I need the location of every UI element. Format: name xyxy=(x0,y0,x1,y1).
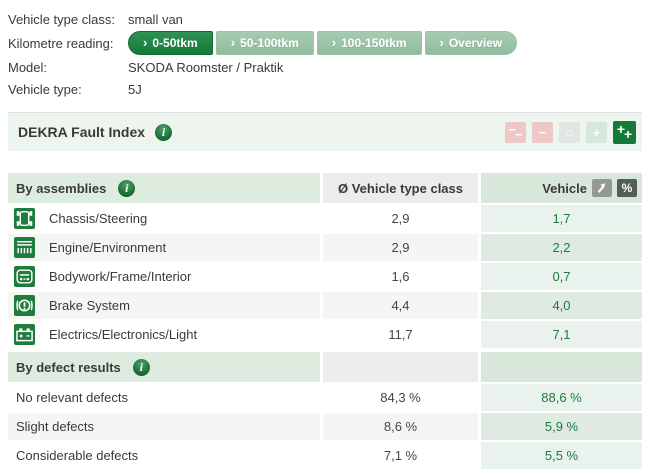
defects-title: By defect results xyxy=(16,359,121,375)
rating-neutral-badge: ○ xyxy=(559,121,580,143)
assemblies-header: By assemblies i xyxy=(8,173,320,203)
engine-icon xyxy=(14,237,35,258)
vehicle-info-block: Vehicle type class: small van Kilometre … xyxy=(8,8,642,100)
tab-label: 50-100tkm xyxy=(240,36,299,50)
avg-value: 2,9 xyxy=(323,205,478,232)
chevron-right-icon: › xyxy=(230,34,236,50)
table-row-chassis: Chassis/Steering xyxy=(8,205,320,232)
vehicle-value: 1,7 xyxy=(481,205,642,232)
assemblies-table: By assemblies i Ø Vehicle type class Veh… xyxy=(8,173,642,348)
info-row-vehicle-type-class: Vehicle type class: small van xyxy=(8,8,642,30)
avg-value: 1,6 xyxy=(323,263,478,290)
arrow-up-right-icon xyxy=(597,183,606,193)
avg-value: 7,1 % xyxy=(323,442,478,469)
vehicle-value: 5,5 % xyxy=(481,442,642,469)
vehicle-value: 0,7 xyxy=(481,263,642,290)
defect-row-label: No relevant defects xyxy=(8,384,320,411)
fault-index-title: DEKRA Fault Index xyxy=(18,124,146,140)
tab-0-50tkm[interactable]: › 0-50tkm xyxy=(128,31,213,55)
info-icon[interactable]: i xyxy=(118,179,136,197)
vehicle-column-label: Vehicle xyxy=(542,180,587,196)
chevron-right-icon: › xyxy=(331,34,337,50)
avg-value: 2,9 xyxy=(323,234,478,261)
vehicle-value: 88,6 % xyxy=(481,384,642,411)
brake-icon xyxy=(14,295,35,316)
table-row-brakes: Brake System xyxy=(8,292,320,319)
tab-label: 0-50tkm xyxy=(152,36,198,50)
chevron-right-icon: › xyxy=(439,34,444,50)
kilometre-reading-label: Kilometre reading: xyxy=(8,35,114,51)
avg-value: 8,6 % xyxy=(323,413,478,440)
rating-plus-badge: + xyxy=(586,121,607,143)
defects-header-avg-spacer xyxy=(323,352,478,382)
vehicle-value: 5,9 % xyxy=(481,413,642,440)
rating-double-plus-badge: + + xyxy=(613,120,636,144)
avg-value: 84,3 % xyxy=(323,384,478,411)
tab-100-150tkm[interactable]: › 100-150tkm xyxy=(316,31,422,55)
trend-arrow-toggle-icon[interactable] xyxy=(592,179,612,197)
vehicle-value: 2,2 xyxy=(481,234,642,261)
info-row-kilometre-reading: Kilometre reading: › 0-50tkm › 50-100tkm… xyxy=(8,30,642,56)
tab-overview[interactable]: › Overview xyxy=(424,31,518,55)
assembly-name: Bodywork/Frame/Interior xyxy=(49,269,192,284)
column-header-vehicle: Vehicle % xyxy=(481,173,642,203)
vehicle-type-class-label: Vehicle type class: xyxy=(8,11,115,27)
vehicle-type-class-value: small van xyxy=(128,11,183,27)
chevron-right-icon: › xyxy=(143,34,148,50)
vehicle-type-value: 5J xyxy=(128,81,142,97)
tab-label: 100-150tkm xyxy=(341,36,407,50)
defects-header: By defect results i xyxy=(8,352,320,382)
avg-value: 4,4 xyxy=(323,292,478,319)
defect-row-label: Considerable defects xyxy=(8,442,320,469)
info-row-model: Model: SKODA Roomster / Praktik xyxy=(8,56,642,78)
avg-value: 11,7 xyxy=(323,321,478,348)
electrics-icon xyxy=(14,324,35,345)
assembly-name: Engine/Environment xyxy=(49,240,167,255)
model-value: SKODA Roomster / Praktik xyxy=(128,59,284,75)
table-row-electrics: Electrics/Electronics/Light xyxy=(8,321,320,348)
tab-50-100tkm[interactable]: › 50-100tkm xyxy=(215,31,314,55)
fault-index-header-bar: DEKRA Fault Index i − − − ○ + + + xyxy=(8,112,642,151)
info-row-vehicle-type: Vehicle type: 5J xyxy=(8,78,642,100)
chassis-icon xyxy=(14,208,35,229)
assemblies-title: By assemblies xyxy=(16,180,107,196)
assembly-name: Electrics/Electronics/Light xyxy=(49,327,198,342)
assembly-name: Chassis/Steering xyxy=(49,211,148,226)
rating-minus-badge: − xyxy=(532,121,553,143)
fault-index-rating-scale: − − − ○ + + + xyxy=(505,120,636,144)
vehicle-value: 4,0 xyxy=(481,292,642,319)
defects-header-vehicle-spacer xyxy=(481,352,642,382)
column-header-avg: Ø Vehicle type class xyxy=(323,173,478,203)
bodywork-icon xyxy=(14,266,35,287)
defect-results-table: By defect results i No relevant defects … xyxy=(8,352,642,469)
table-row-engine: Engine/Environment xyxy=(8,234,320,261)
assembly-name: Brake System xyxy=(49,298,130,313)
percent-toggle-icon[interactable]: % xyxy=(617,179,637,197)
rating-double-minus-badge: − − xyxy=(505,121,526,143)
tab-label: Overview xyxy=(448,36,503,50)
vehicle-value: 7,1 xyxy=(481,321,642,348)
model-label: Model: xyxy=(8,59,48,75)
defect-row-label: Slight defects xyxy=(8,413,320,440)
vehicle-type-label: Vehicle type: xyxy=(8,81,82,97)
info-icon[interactable]: i xyxy=(132,358,150,376)
table-row-bodywork: Bodywork/Frame/Interior xyxy=(8,263,320,290)
info-icon[interactable]: i xyxy=(155,123,173,141)
km-reading-tabs: › 0-50tkm › 50-100tkm › 100-150tkm › Ove… xyxy=(128,31,518,55)
